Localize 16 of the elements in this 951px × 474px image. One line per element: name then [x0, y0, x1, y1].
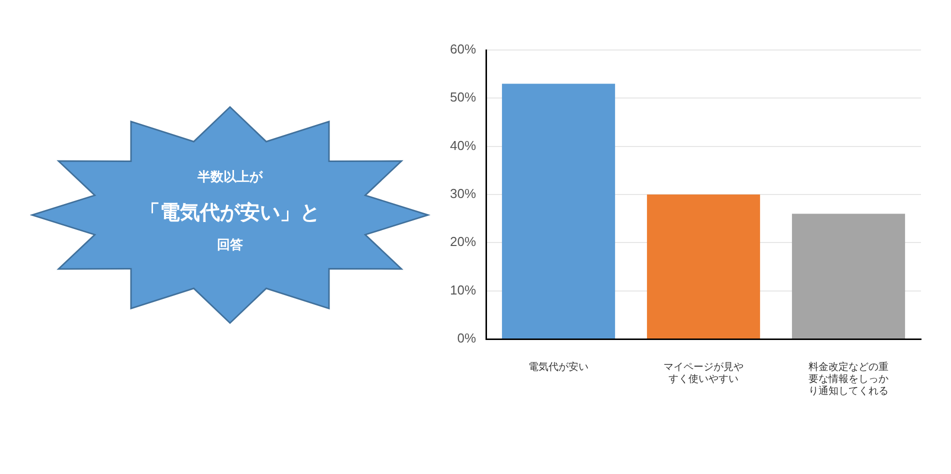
y-tick-label: 10%	[450, 282, 476, 298]
y-tick-label: 50%	[450, 90, 476, 105]
y-tick-label: 60%	[450, 42, 476, 57]
bar	[646, 194, 760, 338]
y-tick-label: 20%	[450, 234, 476, 250]
x-tick-label: 料金改定などの重要な情報をしっかり通知してくれる	[808, 360, 889, 397]
text: 回答	[216, 237, 244, 255]
x-tick-label: 電気代が安い	[528, 360, 589, 373]
text: 「電気代が安い」と	[139, 199, 321, 226]
y-tick-label: 0%	[457, 330, 476, 346]
bar	[502, 84, 616, 338]
bar	[792, 214, 906, 338]
text: 半数以上が	[196, 169, 264, 187]
y-tick-label: 30%	[450, 186, 476, 202]
y-tick-label: 40%	[450, 138, 476, 153]
x-tick-label: マイページが見やすく使いやすい	[664, 362, 744, 385]
